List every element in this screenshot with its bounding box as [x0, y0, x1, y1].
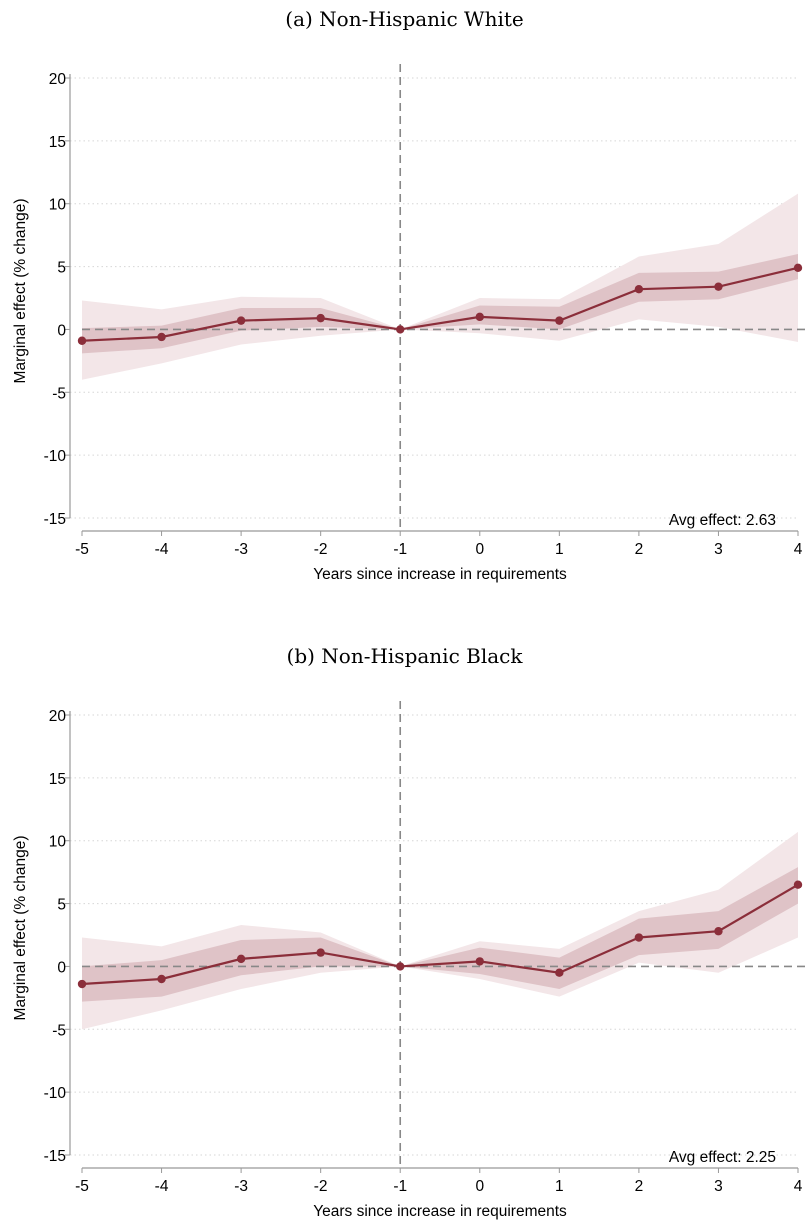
x-tick-label: 4 [794, 1178, 803, 1195]
x-tick-label: -3 [234, 1178, 248, 1195]
estimate-line [81, 883, 799, 986]
estimate-line [81, 266, 799, 342]
chart-title: (a) Non-Hispanic White [285, 7, 523, 31]
x-tick-label: 1 [555, 541, 564, 558]
data-point [714, 927, 723, 936]
data-point [236, 954, 246, 964]
data-point [793, 263, 803, 273]
y-tick-label: 20 [49, 708, 67, 725]
x-tick-label: -1 [393, 541, 407, 558]
y-tick-label: 15 [49, 771, 66, 788]
data-point [157, 332, 166, 342]
x-tick-label: 0 [475, 541, 484, 558]
x-tick-label: 2 [635, 541, 644, 558]
x-tick-label: -2 [314, 541, 328, 558]
data-point [236, 316, 246, 325]
panel-b: (b) Non-Hispanic Black-15-10-505101520-5… [12, 644, 808, 1220]
avg-effect-note: Avg effect: 2.25 [669, 1149, 776, 1166]
x-tick-label: 3 [714, 541, 723, 558]
data-point [475, 312, 484, 322]
panel-a: (a) Non-Hispanic White-15-10-505101520-5… [12, 7, 808, 583]
data-point [316, 313, 325, 323]
ci95-band [82, 831, 798, 1030]
x-tick-label: -5 [75, 541, 89, 558]
data-point [316, 948, 325, 957]
x-tick-label: -4 [155, 1178, 169, 1195]
x-tick-label: -4 [155, 541, 169, 558]
y-axis-label: Marginal effect (% change) [12, 836, 29, 1021]
data-point [555, 316, 564, 325]
x-axis-label: Years since increase in requirements [313, 566, 567, 583]
ci95-band [82, 193, 798, 380]
y-axis-label: Marginal effect (% change) [12, 199, 29, 384]
ci90-band [82, 867, 798, 1002]
y-tick-label: 20 [49, 71, 67, 88]
data-point [555, 968, 564, 977]
y-tick-label: 0 [57, 322, 66, 339]
ci90-band [82, 254, 798, 354]
data-point [793, 880, 803, 889]
y-tick-label: -5 [52, 1022, 66, 1039]
y-tick-label: -15 [44, 511, 66, 528]
data-point [475, 957, 484, 966]
x-tick-label: 3 [714, 1178, 723, 1195]
x-tick-label: -5 [75, 1178, 89, 1195]
data-point [396, 325, 405, 334]
x-tick-label: -1 [393, 1178, 407, 1195]
y-tick-label: -15 [44, 1148, 66, 1165]
x-tick-label: -3 [234, 541, 248, 558]
y-tick-label: -10 [44, 1085, 67, 1102]
x-axis-label: Years since increase in requirements [313, 1203, 567, 1220]
y-tick-label: -5 [52, 385, 66, 402]
y-tick-label: 5 [57, 897, 66, 914]
x-tick-label: 0 [475, 1178, 484, 1195]
data-point [634, 285, 644, 294]
x-tick-label: -2 [314, 1178, 328, 1195]
y-tick-label: 15 [49, 134, 66, 151]
data-point [77, 979, 87, 989]
y-tick-label: 10 [49, 197, 67, 214]
avg-effect-note: Avg effect: 2.63 [669, 512, 776, 529]
y-tick-label: 10 [49, 834, 67, 851]
data-point [714, 282, 723, 291]
x-tick-label: 2 [635, 1178, 644, 1195]
data-point [396, 962, 405, 971]
y-tick-label: 5 [57, 260, 66, 277]
y-tick-label: -10 [44, 448, 67, 465]
y-tick-label: 0 [57, 959, 66, 976]
data-point [77, 336, 87, 345]
data-point [634, 933, 644, 942]
data-point [157, 974, 166, 984]
x-tick-label: 4 [794, 541, 803, 558]
x-tick-label: 1 [555, 1178, 564, 1195]
chart-title: (b) Non-Hispanic Black [287, 644, 524, 668]
